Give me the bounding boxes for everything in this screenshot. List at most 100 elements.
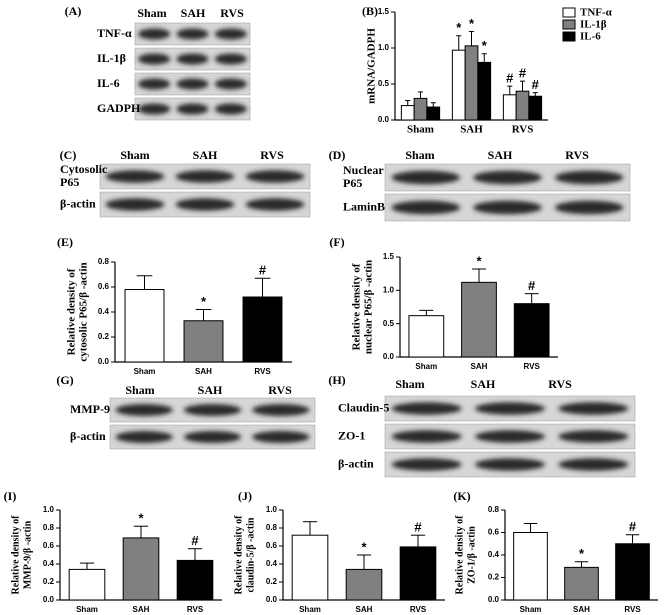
blot-band — [105, 198, 165, 211]
y-tick-label: 1.0 — [43, 505, 55, 514]
x-tick-label: Sham — [415, 362, 437, 371]
y-axis-label: ZO-1/β -actin — [466, 526, 477, 584]
bar — [400, 105, 415, 121]
row-label: Nuclear — [343, 163, 384, 177]
x-tick-label: RVS — [512, 124, 534, 136]
x-tick-label: RVS — [624, 605, 641, 614]
y-axis-label: Relative density of — [351, 263, 363, 350]
bar — [242, 296, 283, 363]
lane-label: RVS — [260, 148, 284, 162]
y-tick-label: 1.0 — [378, 43, 390, 52]
blot-band — [391, 430, 462, 443]
x-tick-label: RVS — [524, 362, 541, 371]
blot-band — [176, 78, 209, 90]
significance-mark: # — [519, 66, 527, 81]
row-label: P65 — [343, 176, 362, 190]
row-label: LaminB — [343, 199, 385, 213]
blot-band — [558, 430, 629, 443]
significance-mark: * — [201, 294, 207, 309]
blot-band — [115, 404, 173, 416]
lane-label: SAH — [198, 383, 223, 397]
y-tick-label: 1.0 — [266, 505, 278, 514]
blot-band — [554, 200, 624, 215]
lane-label: SAH — [471, 377, 496, 391]
y-tick-label: 0.6 — [266, 541, 278, 550]
x-tick-label: Sham — [76, 605, 98, 614]
significance-mark: # — [259, 263, 267, 278]
lane-label: Sham — [137, 6, 166, 20]
y-tick-label: 0.2 — [98, 332, 110, 341]
blot-band — [138, 78, 171, 90]
y-tick-label: 0.2 — [43, 577, 55, 586]
bar — [68, 568, 106, 601]
panel-label: (K) — [453, 489, 470, 503]
panel-label: (A) — [65, 4, 82, 18]
bar — [399, 546, 437, 601]
panel-label: (G) — [56, 373, 73, 387]
x-tick-label: SAH — [573, 605, 590, 614]
lane-label: Sham — [120, 148, 149, 162]
panel-label: (I) — [4, 489, 17, 503]
row-label: MMP-9 — [70, 402, 110, 416]
blot-band — [183, 431, 242, 443]
y-tick-label: 0.0 — [488, 595, 500, 604]
panel-label: (F) — [329, 235, 344, 249]
blot-band — [391, 200, 461, 215]
x-tick-label: Sham — [520, 605, 542, 614]
x-tick-label: SAH — [471, 362, 488, 371]
x-tick-label: RVS — [410, 605, 427, 614]
blot-band — [175, 170, 235, 183]
bar — [408, 315, 445, 358]
y-tick-label: 1.5 — [378, 7, 390, 16]
x-tick-label: SAH — [460, 124, 483, 136]
legend-swatch — [562, 19, 576, 30]
legend-label: TNF-α — [580, 7, 613, 19]
x-tick-label: RVS — [254, 367, 271, 376]
x-tick-label: SAH — [133, 605, 150, 614]
y-tick-label: 0.0 — [383, 352, 395, 361]
x-tick-label: RVS — [187, 605, 204, 614]
significance-mark: # — [528, 278, 536, 293]
legend-swatch — [562, 31, 576, 42]
blot-band — [558, 402, 629, 415]
y-axis-label: nuclear P65/β -actin — [363, 260, 375, 354]
bar — [176, 559, 214, 601]
y-tick-label: 0.4 — [98, 307, 110, 316]
y-axis-label: cytosolic P65/β -actin — [78, 262, 90, 361]
blot-band — [138, 53, 171, 65]
blot-band — [183, 404, 242, 416]
blot-band — [558, 458, 629, 471]
lane-label: SAH — [181, 6, 206, 20]
bar — [615, 543, 650, 601]
bar — [515, 90, 530, 121]
blot-band — [214, 53, 247, 65]
row-label: β-actin — [60, 196, 96, 210]
y-tick-label: 0.6 — [98, 282, 110, 291]
y-axis-label: Relative density of — [66, 268, 78, 355]
y-tick-label: 0.6 — [488, 528, 500, 537]
legend-swatch — [562, 7, 576, 18]
significance-mark: * — [138, 511, 144, 526]
y-tick-label: 0.0 — [378, 115, 390, 124]
x-tick-label: SAH — [356, 605, 373, 614]
panel-label: (J) — [238, 489, 252, 503]
row-label: IL-6 — [97, 76, 120, 90]
significance-mark: # — [191, 533, 199, 548]
blot-band — [138, 28, 171, 40]
blot-band — [105, 170, 165, 183]
blot-band — [176, 103, 209, 115]
row-label: TNF-α — [97, 26, 132, 40]
y-tick-label: 0.0 — [98, 357, 110, 366]
panel-label: (E) — [57, 235, 73, 249]
y-tick-label: 0.4 — [488, 550, 500, 559]
blot-band — [214, 78, 247, 90]
row-label: β-actin — [70, 429, 106, 443]
row-label: Claudin-5 — [338, 400, 389, 414]
y-axis-label: mRNA/GADPH — [366, 28, 378, 104]
bar — [345, 568, 383, 601]
bar — [464, 45, 479, 121]
y-axis-label: Relative density of — [10, 515, 21, 595]
blot-band — [391, 458, 462, 471]
lane-label: SAH — [488, 148, 513, 162]
